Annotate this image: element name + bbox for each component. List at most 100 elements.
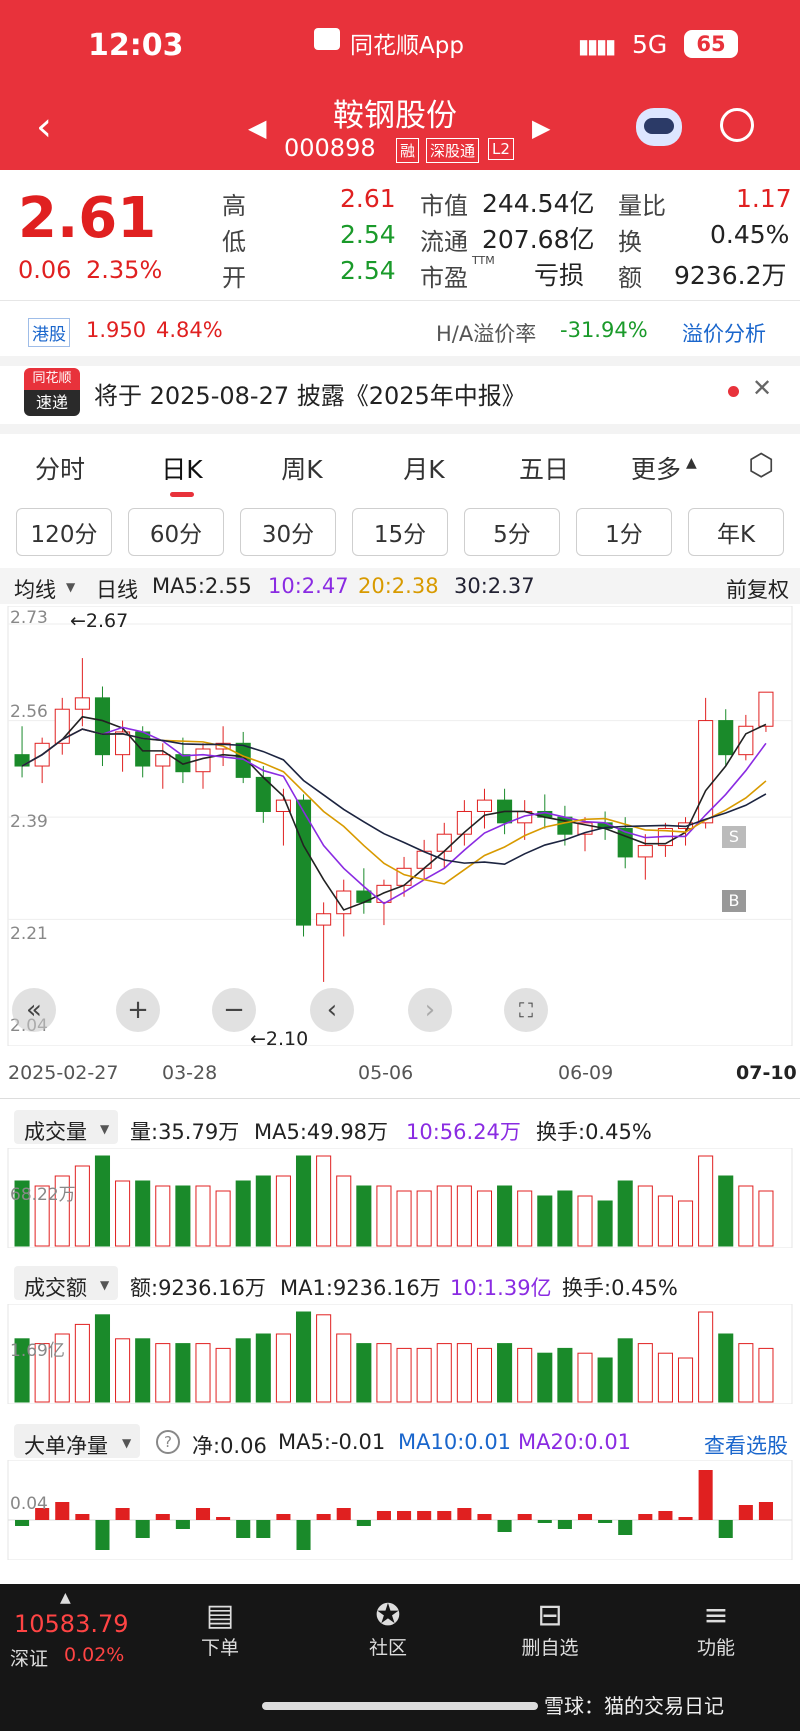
chip-120min[interactable]: 120分	[16, 508, 112, 556]
bar	[677, 1200, 694, 1247]
bar	[155, 1343, 171, 1403]
nav-remove-watchlist[interactable]: ⊟ 删自选	[510, 1598, 590, 1660]
tab-more[interactable]: 更多	[630, 455, 682, 484]
candle	[376, 884, 392, 903]
tag-margin: 融	[396, 138, 420, 163]
bar	[617, 1338, 633, 1403]
ma-mode-select[interactable]: 均线	[14, 578, 56, 602]
expand-up-icon[interactable]: ▲	[60, 1590, 71, 1606]
premium-analysis-link[interactable]: 溢价分析	[682, 322, 766, 346]
pe-value: 亏损	[534, 261, 585, 290]
bar	[94, 1155, 111, 1247]
next-stock-icon[interactable]: ▶	[532, 114, 551, 142]
adjust-select[interactable]: 前复权	[726, 578, 789, 602]
amount-title: 成交额	[24, 1276, 87, 1300]
bar	[316, 1514, 331, 1520]
chip-year-k[interactable]: 年K	[688, 508, 784, 556]
bar	[617, 1180, 633, 1247]
nav-functions-label: 功能	[696, 1637, 735, 1659]
bar	[557, 1190, 573, 1247]
nav-community-label: 社区	[368, 1637, 407, 1659]
index-value[interactable]: 10583.79	[14, 1610, 129, 1638]
bar	[55, 1502, 70, 1520]
chip-15min[interactable]: 15分	[352, 508, 448, 556]
bar	[356, 1520, 371, 1526]
volume-select[interactable]	[14, 1110, 118, 1144]
volume-chart	[7, 1148, 793, 1248]
bar	[577, 1195, 593, 1247]
zoom-out-button[interactable]: −	[212, 988, 256, 1032]
prev-stock-icon[interactable]: ◀	[248, 114, 267, 142]
bar	[135, 1338, 151, 1403]
kline-period: 日线	[96, 578, 138, 602]
community-icon: ✪	[375, 1598, 401, 1633]
chevron-down-icon: ▼	[122, 1436, 132, 1450]
back-icon[interactable]: ‹	[36, 104, 52, 150]
bar	[557, 1520, 572, 1529]
high-value: 2.61	[340, 184, 396, 213]
bar	[54, 1333, 70, 1403]
bar	[477, 1514, 492, 1520]
bigorder-chart	[7, 1460, 793, 1560]
tab-daily-k[interactable]: 日K	[161, 455, 203, 484]
help-icon[interactable]: ?	[156, 1430, 180, 1454]
view-stock-picks-link[interactable]: 查看选股	[704, 1434, 788, 1458]
bar	[255, 1333, 271, 1403]
chip-1min[interactable]: 1分	[576, 508, 672, 556]
turnover-value: 0.45%	[710, 220, 790, 249]
tab-weekly-k[interactable]: 周K	[281, 455, 323, 484]
chevron-down-icon: ▼	[100, 1122, 110, 1136]
chip-30min[interactable]: 30分	[240, 508, 336, 556]
x-tick: 07-10	[736, 1062, 797, 1084]
bar	[718, 1333, 734, 1403]
news-text[interactable]: 将于 2025-08-27 披露《2025年中报》	[94, 382, 526, 410]
tab-intraday[interactable]: 分时	[34, 455, 86, 484]
tab-monthly-k[interactable]: 月K	[403, 455, 445, 484]
settings-icon[interactable]: ⬡	[748, 448, 775, 483]
bar	[336, 1333, 352, 1403]
bar	[657, 1195, 673, 1247]
x-tick: 05-06	[358, 1062, 414, 1084]
assistant-robot-icon[interactable]	[636, 108, 682, 146]
index-pct: 0.02%	[64, 1644, 125, 1666]
scroll-right-button[interactable]: ›	[408, 988, 452, 1032]
amount-select[interactable]	[14, 1266, 118, 1300]
candle	[54, 708, 70, 744]
tab-five-day[interactable]: 五日	[518, 455, 570, 484]
hk-price: 1.950	[86, 318, 147, 342]
amount-turnover: 换手:0.45%	[562, 1276, 678, 1300]
nav-functions[interactable]: ≡ 功能	[676, 1598, 756, 1660]
nav-order[interactable]: ▤ 下单	[180, 1598, 260, 1660]
bar	[195, 1343, 211, 1403]
bar	[537, 1195, 553, 1247]
bar	[417, 1511, 432, 1520]
bar	[497, 1520, 512, 1532]
kline-chart[interactable]	[0, 606, 800, 1046]
scroll-left-button[interactable]: ‹	[310, 988, 354, 1032]
zoom-in-button[interactable]: +	[116, 988, 160, 1032]
x-tick: 2025-02-27	[8, 1062, 119, 1084]
current-price: 2.61	[18, 186, 157, 251]
chip-5min[interactable]: 5分	[464, 508, 560, 556]
collapse-left-button[interactable]: «	[12, 988, 56, 1032]
tag-connect: 深股通	[426, 138, 480, 163]
search-icon[interactable]	[720, 108, 754, 142]
hk-label: 港股	[28, 318, 70, 347]
bar	[215, 1347, 231, 1403]
legend-bar	[0, 568, 800, 604]
amount-label: 额	[618, 264, 642, 292]
chip-60min[interactable]: 60分	[128, 508, 224, 556]
candle	[577, 822, 593, 835]
candle	[155, 754, 171, 767]
bigorder-select[interactable]	[14, 1424, 140, 1458]
amount-chart	[7, 1304, 793, 1404]
battery-icon: 65	[684, 30, 738, 58]
nav-community[interactable]: ✪ 社区	[348, 1598, 428, 1660]
bar	[618, 1520, 633, 1535]
close-icon[interactable]: ✕	[752, 374, 773, 402]
mcap-label: 市值	[420, 192, 468, 220]
fullscreen-button[interactable]: ⛶	[504, 988, 548, 1032]
premium-label: H/A溢价率	[436, 322, 537, 346]
status-time: 12:03	[88, 28, 184, 63]
stock-name: 鞍钢股份	[333, 98, 457, 134]
